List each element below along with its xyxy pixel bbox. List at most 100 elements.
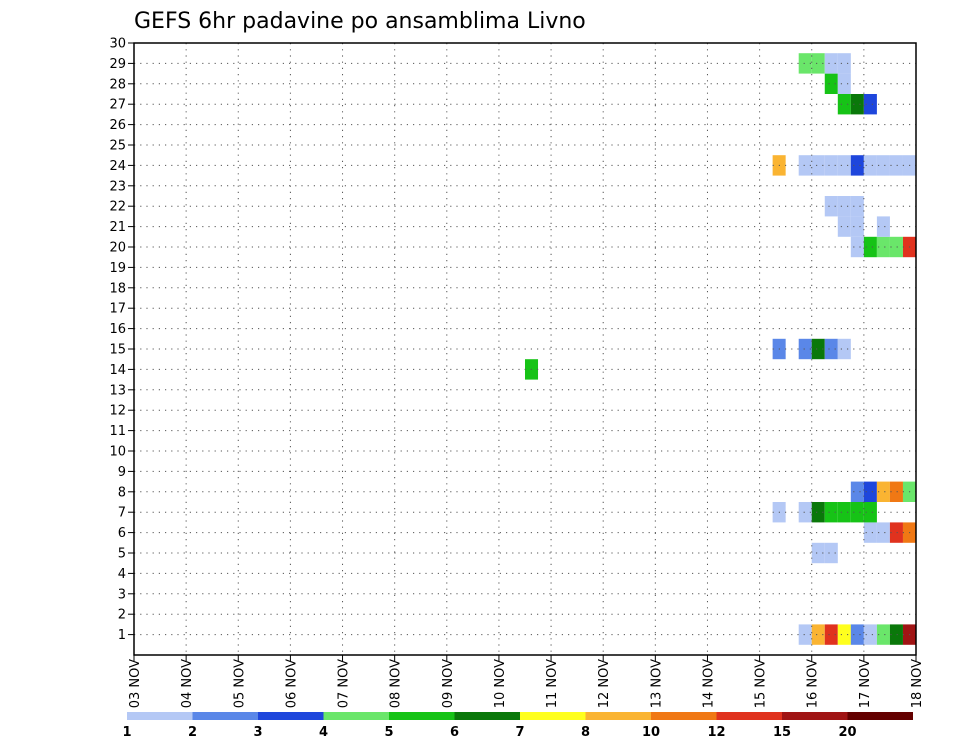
y-tick-label: 29 <box>109 57 126 72</box>
legend-swatch <box>127 712 193 720</box>
ensemble-cell <box>850 624 864 645</box>
ensemble-cell <box>811 502 825 523</box>
ensemble-cell <box>798 53 812 74</box>
x-tick-label: 04 NOV <box>180 659 195 708</box>
ensemble-cell <box>863 481 877 502</box>
x-tick-label: 03 NOV <box>128 659 143 708</box>
ensemble-cell <box>798 155 812 176</box>
ensemble-cell <box>824 624 838 645</box>
ensemble-cell <box>798 338 812 360</box>
ensemble-cell <box>850 502 864 523</box>
ensemble-cell <box>876 155 890 176</box>
ensemble-cell <box>889 481 903 502</box>
legend-swatch <box>651 712 717 720</box>
legend-swatch <box>520 712 586 720</box>
ensemble-cell <box>863 94 877 115</box>
y-tick-label: 4 <box>118 567 126 582</box>
x-tick-label: 11 NOV <box>545 659 560 708</box>
ensemble-cell <box>889 236 903 258</box>
ensemble-cell <box>889 624 903 645</box>
ensemble-cell <box>824 155 838 176</box>
x-tick-label: 07 NOV <box>337 659 352 708</box>
ensemble-cell <box>850 216 864 237</box>
y-tick-label: 17 <box>109 302 126 317</box>
ensemble-cell <box>811 53 825 74</box>
legend-label: 6 <box>450 725 459 740</box>
ensemble-cell <box>798 502 812 523</box>
x-tick-label: 08 NOV <box>389 659 404 708</box>
x-tick-label: 13 NOV <box>649 659 664 708</box>
ensemble-cell <box>824 196 838 217</box>
y-tick-label: 3 <box>118 587 126 602</box>
ensemble-cell <box>876 216 890 237</box>
y-tick-label: 9 <box>118 465 126 480</box>
ensemble-cell <box>824 502 838 523</box>
ensemble-cell <box>863 502 877 523</box>
legend-label: 5 <box>384 725 393 740</box>
legend-label: 12 <box>707 725 725 740</box>
ensemble-cell <box>876 236 890 258</box>
chart-title: GEFS 6hr padavine po ansamblima Livno <box>134 9 586 34</box>
ensemble-cell <box>837 73 851 94</box>
ensemble-cell <box>850 196 864 217</box>
x-tick-label: 12 NOV <box>597 659 612 708</box>
ensemble-cell <box>850 94 864 115</box>
ensemble-cell <box>863 155 877 176</box>
ensemble-cell <box>811 155 825 176</box>
y-tick-label: 5 <box>118 547 126 562</box>
x-tick-label: 18 NOV <box>910 659 925 708</box>
x-tick-label: 17 NOV <box>858 659 873 708</box>
y-tick-label: 7 <box>118 506 126 521</box>
ensemble-cell <box>889 522 903 543</box>
ensemble-cell <box>837 216 851 237</box>
ensemble-cell <box>811 338 825 360</box>
legend-swatch <box>585 712 651 720</box>
x-tick-label: 15 NOV <box>754 659 769 708</box>
legend-swatch <box>389 712 455 720</box>
ensemble-cell <box>850 481 864 502</box>
y-tick-label: 14 <box>109 363 126 378</box>
y-tick-label: 13 <box>109 383 126 398</box>
y-tick-label: 24 <box>109 159 126 174</box>
legend-label: 10 <box>642 725 660 740</box>
legend-label: 8 <box>581 725 590 740</box>
y-tick-label: 30 <box>109 37 126 52</box>
ensemble-cell <box>837 338 851 360</box>
ensemble-cell <box>811 624 825 645</box>
ensemble-cell <box>863 624 877 645</box>
ensemble-cell <box>824 53 838 74</box>
y-tick-label: 23 <box>109 179 126 194</box>
y-tick-label: 15 <box>109 343 126 358</box>
y-tick-label: 28 <box>109 77 126 92</box>
ensemble-cell <box>837 53 851 74</box>
x-tick-label: 10 NOV <box>493 659 508 708</box>
ensemble-cell <box>850 236 864 258</box>
y-tick-label: 18 <box>109 281 126 296</box>
ensemble-cell <box>876 624 890 645</box>
x-tick-label: 05 NOV <box>232 659 247 708</box>
y-tick-label: 1 <box>118 628 126 643</box>
legend-swatch <box>454 712 520 720</box>
y-tick-label: 19 <box>109 261 126 276</box>
legend-swatch <box>192 712 258 720</box>
legend-swatch <box>323 712 389 720</box>
legend-label: 20 <box>838 725 856 740</box>
y-tick-label: 8 <box>118 485 126 500</box>
legend-label: 2 <box>188 725 197 740</box>
ensemble-cell <box>837 624 851 645</box>
y-tick-label: 27 <box>109 98 126 113</box>
x-tick-label: 16 NOV <box>806 659 821 708</box>
ensemble-cell <box>850 155 864 176</box>
ensemble-cell <box>837 502 851 523</box>
x-tick-label: 14 NOV <box>701 659 716 708</box>
legend-label: 7 <box>515 725 524 740</box>
y-tick-label: 6 <box>118 526 126 541</box>
legend-swatch <box>716 712 782 720</box>
ensemble-cell <box>889 155 903 176</box>
ensemble-cells <box>525 53 916 645</box>
y-tick-label: 22 <box>109 200 126 215</box>
legend-label: 4 <box>319 725 328 740</box>
ensemble-cell <box>824 542 838 564</box>
y-axis: 1234567891011121314151617181920212223242… <box>109 37 134 643</box>
